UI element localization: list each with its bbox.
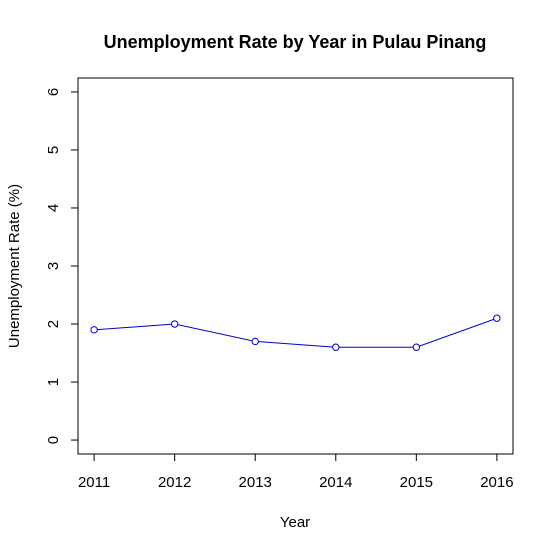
data-point: [251, 337, 259, 346]
chart-title: Unemployment Rate by Year in Pulau Pinan…: [104, 32, 487, 52]
x-tick-label: 2016: [480, 474, 513, 491]
series-line: [94, 317, 498, 348]
data-point: [90, 326, 98, 334]
data-point: [332, 343, 340, 351]
y-axis: 0 1 2 3 4 5 6: [45, 88, 78, 444]
plot-area-border: [77, 77, 514, 455]
x-tick-label: 2014: [319, 474, 352, 491]
y-tick-label: 3: [45, 262, 62, 270]
y-tick-label: 6: [45, 88, 62, 96]
data-point: [493, 314, 501, 322]
y-tick-label: 1: [45, 378, 62, 386]
x-tick-label: 2013: [239, 474, 272, 491]
y-axis-label: Unemployment Rate (%): [6, 184, 23, 348]
y-tick-label: 2: [45, 320, 62, 328]
data-point: [412, 343, 421, 351]
x-axis: 2011 2012 2013 2014 2015 2016: [78, 454, 514, 491]
x-axis-label: Year: [280, 514, 310, 531]
series-layer: [90, 314, 501, 351]
y-tick-label: 0: [45, 436, 62, 444]
x-tick-label: 2015: [400, 474, 433, 491]
data-point: [170, 320, 179, 328]
x-tick-label: 2012: [158, 474, 191, 491]
y-tick-label: 4: [45, 204, 62, 212]
y-tick-label: 5: [45, 146, 62, 154]
x-tick-label: 2011: [78, 474, 110, 491]
